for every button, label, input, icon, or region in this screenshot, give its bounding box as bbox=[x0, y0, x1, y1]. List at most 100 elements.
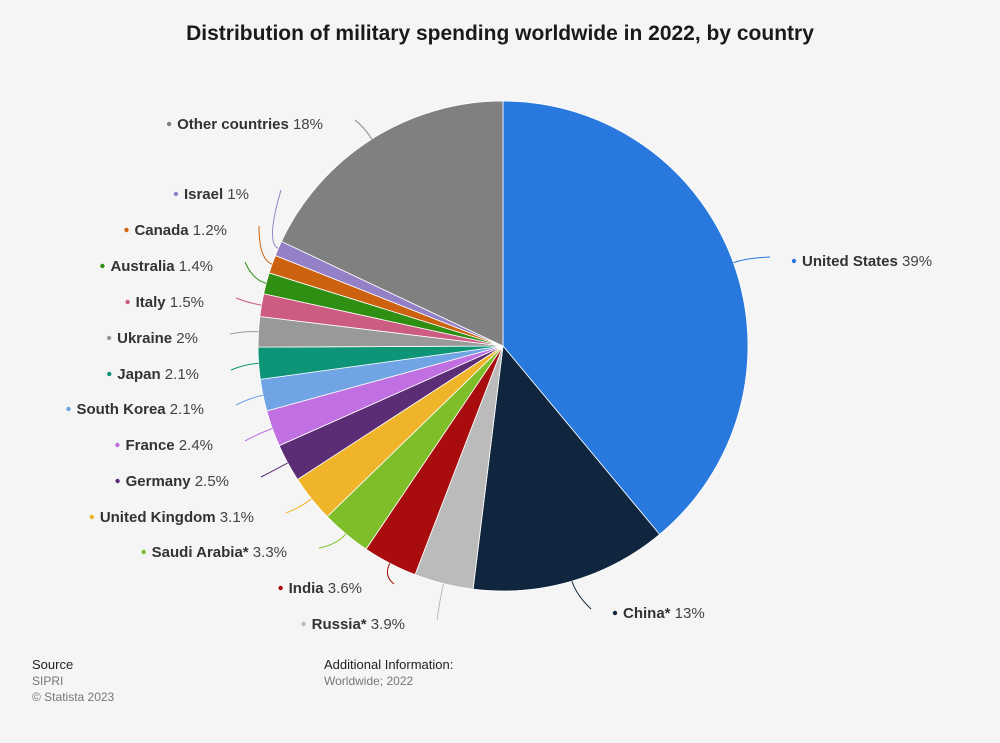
slice-label-name: Canada bbox=[134, 222, 189, 239]
legend-dot bbox=[301, 621, 306, 627]
slice-label-value: 1.5% bbox=[166, 294, 204, 311]
legend-dot bbox=[100, 263, 105, 269]
slice-label-japan: Japan 2.1% bbox=[107, 366, 199, 383]
legend-dot bbox=[166, 121, 172, 127]
leader-line-saudi-arabia bbox=[318, 533, 347, 549]
leader-line-germany bbox=[260, 462, 288, 478]
pie-slices bbox=[257, 100, 749, 592]
slice-label-name: South Korea bbox=[76, 401, 166, 418]
leader-line-russia bbox=[436, 583, 445, 621]
slice-label-name: India bbox=[289, 580, 325, 597]
slice-label-text: Ukraine 2% bbox=[117, 330, 198, 347]
leader-line-other-countries bbox=[354, 119, 373, 140]
source-name[interactable]: SIPRI bbox=[32, 674, 64, 688]
slice-label-text: Saudi Arabia* 3.3% bbox=[152, 544, 287, 561]
leader-line-israel bbox=[271, 189, 282, 249]
leader-line-india bbox=[386, 563, 395, 585]
slice-label-text: Other countries 18% bbox=[177, 116, 323, 133]
legend-dot bbox=[106, 335, 112, 341]
slice-label-text: India 3.6% bbox=[289, 580, 362, 597]
pie-slice-china[interactable] bbox=[472, 345, 661, 592]
slice-label-name: Israel bbox=[184, 186, 223, 203]
leader-line-ukraine bbox=[229, 331, 259, 335]
leader-line-australia bbox=[244, 261, 267, 284]
additional-info-heading: Additional Information: bbox=[324, 657, 454, 672]
slice-label-united-states: United States 39% bbox=[791, 253, 932, 270]
label-leader-lines bbox=[229, 119, 771, 621]
leader-line-south-korea bbox=[235, 394, 264, 406]
slice-label-value: 18% bbox=[289, 116, 323, 133]
slice-label-value: 39% bbox=[898, 253, 932, 270]
legend-dot bbox=[173, 191, 179, 197]
slice-label-name: Italy bbox=[136, 294, 167, 311]
slice-label-value: 2.1% bbox=[161, 366, 199, 383]
slice-label-value: 3.3% bbox=[249, 544, 287, 561]
slice-label-text: Australia 1.4% bbox=[110, 258, 213, 275]
slice-label-name: Russia* bbox=[312, 616, 367, 633]
slice-label-other-countries: Other countries 18% bbox=[166, 116, 323, 133]
leader-line-canada bbox=[258, 225, 273, 265]
legend-dot bbox=[141, 549, 146, 555]
slice-label-text: United States 39% bbox=[802, 253, 932, 270]
slice-label-russia: Russia* 3.9% bbox=[301, 616, 405, 633]
slice-label-text: Israel 1% bbox=[184, 186, 249, 203]
slice-label-ukraine: Ukraine 2% bbox=[106, 330, 198, 347]
leader-line-france bbox=[244, 428, 273, 442]
legend-dot bbox=[791, 258, 797, 264]
slice-labels: United States 39% China* 13% Russia* 3.9% I… bbox=[66, 116, 932, 633]
slice-label-name: United Kingdom bbox=[100, 509, 216, 526]
slice-label-name: Germany bbox=[126, 473, 192, 490]
source-block: Source SIPRI © Statista 2023 bbox=[32, 657, 114, 705]
legend-dot bbox=[115, 442, 120, 448]
slice-label-canada: Canada 1.2% bbox=[124, 222, 227, 239]
leader-line-italy bbox=[235, 297, 262, 306]
source-heading: Source bbox=[32, 657, 74, 672]
slice-label-name: Ukraine bbox=[117, 330, 172, 347]
slice-label-text: Canada 1.2% bbox=[134, 222, 227, 239]
leader-line-united-kingdom bbox=[285, 498, 312, 514]
slice-label-value: 2.4% bbox=[175, 437, 213, 454]
slice-label-value: 1.2% bbox=[189, 222, 227, 239]
slice-label-south-korea: South Korea 2.1% bbox=[66, 401, 204, 418]
slice-label-name: Australia bbox=[110, 258, 175, 275]
slice-label-text: Japan 2.1% bbox=[117, 366, 199, 383]
legend-dot bbox=[107, 371, 112, 377]
slice-label-value: 3.6% bbox=[324, 580, 362, 597]
slice-label-value: 13% bbox=[671, 605, 705, 622]
legend-dot bbox=[125, 299, 130, 305]
slice-label-text: China* 13% bbox=[623, 605, 705, 622]
slice-label-name: Saudi Arabia* bbox=[152, 544, 249, 561]
slice-label-value: 2.5% bbox=[191, 473, 229, 490]
slice-label-text: Italy 1.5% bbox=[136, 294, 204, 311]
legend-dot bbox=[278, 585, 283, 591]
slice-label-value: 3.9% bbox=[367, 616, 405, 633]
slice-label-text: France 2.4% bbox=[125, 437, 213, 454]
slice-label-united-kingdom: United Kingdom 3.1% bbox=[89, 509, 254, 526]
slice-label-text: Russia* 3.9% bbox=[312, 616, 405, 633]
slice-label-text: Germany 2.5% bbox=[126, 473, 229, 490]
slice-label-value: 2% bbox=[172, 330, 198, 347]
leader-line-china bbox=[571, 580, 592, 610]
leader-line-japan bbox=[230, 362, 259, 371]
slice-label-value: 1% bbox=[223, 186, 249, 203]
slice-label-value: 1.4% bbox=[175, 258, 213, 275]
slice-label-china: China* 13% bbox=[612, 605, 705, 622]
slice-label-name: France bbox=[125, 437, 174, 454]
legend-dot bbox=[124, 227, 129, 233]
slice-label-value: 3.1% bbox=[216, 509, 254, 526]
slice-label-india: India 3.6% bbox=[278, 580, 362, 597]
slice-label-france: France 2.4% bbox=[115, 437, 213, 454]
slice-label-saudi-arabia: Saudi Arabia* 3.3% bbox=[141, 544, 287, 561]
legend-dot bbox=[66, 406, 71, 412]
additional-info-text: Worldwide; 2022 bbox=[324, 674, 414, 688]
slice-label-name: United States bbox=[802, 253, 898, 270]
slice-label-text: South Korea 2.1% bbox=[76, 401, 204, 418]
legend-dot bbox=[612, 610, 618, 616]
slice-label-value: 2.1% bbox=[166, 401, 204, 418]
legend-dot bbox=[89, 514, 95, 520]
slice-label-israel: Israel 1% bbox=[173, 186, 249, 203]
slice-label-italy: Italy 1.5% bbox=[125, 294, 204, 311]
slice-label-germany: Germany 2.5% bbox=[115, 473, 229, 490]
copyright[interactable]: © Statista 2023 bbox=[32, 690, 115, 704]
